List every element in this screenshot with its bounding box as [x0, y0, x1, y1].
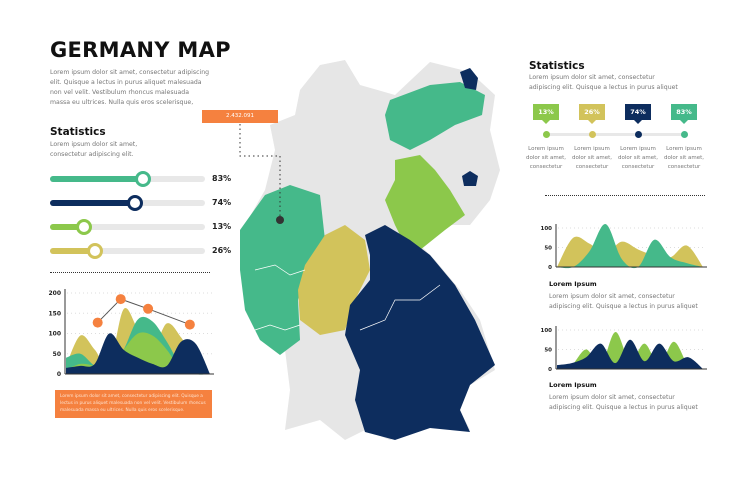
timeline-track	[543, 133, 688, 136]
slider-value: 74%	[212, 198, 232, 207]
chart1-heading: Lorem Ipsum	[549, 280, 597, 288]
y-tick-label: 0	[548, 367, 552, 373]
slider-fill	[50, 224, 84, 230]
y-tick-label: 100	[541, 226, 553, 232]
stat-badge: 13%	[533, 104, 559, 124]
slider-knob[interactable]	[75, 219, 92, 235]
stat-desc: Lorem ipsum dolor sit amet, consectetur	[617, 146, 659, 170]
left-stats-text: Lorem ipsum dolor sit amet, consectetur …	[50, 141, 138, 158]
slider-fill	[50, 200, 136, 206]
map-region-island[interactable]	[460, 68, 478, 90]
y-tick-label: 0	[57, 371, 61, 378]
timeline-dot	[589, 131, 596, 138]
chart2-text: Lorem ipsum dolor sit amet, consectetur …	[549, 394, 698, 411]
chart2-heading: Lorem Ipsum	[549, 381, 597, 389]
chart1-text: Lorem ipsum dolor sit amet, consectetur …	[549, 293, 698, 310]
left-stats-title: Statistics	[50, 126, 106, 138]
y-tick-label: 100	[48, 331, 61, 338]
population-callout: 2.432.091	[202, 110, 278, 123]
page-title: GERMANY MAP	[50, 38, 231, 62]
slider-value: 26%	[212, 246, 232, 255]
slider-value: 13%	[212, 222, 232, 231]
y-tick-label: 50	[544, 246, 552, 252]
map-region-saxony-anhalt[interactable]	[385, 155, 465, 250]
timeline-dot	[635, 131, 642, 138]
right-stats-text: Lorem ipsum dolor sit amet, consectetur …	[529, 74, 678, 91]
timeline-dot	[543, 131, 550, 138]
left-area-chart: 0 50 100 150 200	[48, 289, 214, 378]
intro-text: Lorem ipsum dolor sit amet, consectetur …	[50, 69, 210, 106]
right-stats-title: Statistics	[529, 60, 585, 72]
divider	[50, 272, 210, 273]
slider-track[interactable]	[50, 219, 205, 235]
right-area-chart-1: 0 50 100	[541, 224, 707, 271]
trend-line	[97, 298, 191, 326]
timeline-dot	[681, 131, 688, 138]
area-series	[557, 339, 703, 369]
y-tick-label: 50	[544, 348, 552, 354]
stat-desc: Lorem ipsum dolor sit amet, consectetur	[525, 146, 567, 170]
y-tick-label: 200	[48, 290, 61, 297]
trend-point[interactable]	[143, 303, 154, 314]
trend-point[interactable]	[92, 317, 103, 328]
stat-badge: 26%	[579, 104, 605, 124]
slider-value: 83%	[212, 174, 232, 183]
slider-knob[interactable]	[127, 195, 144, 211]
map-region-north-east[interactable]	[385, 82, 485, 150]
stat-badge: 74%	[625, 104, 651, 124]
map-region-south-east[interactable]	[345, 225, 495, 440]
location-marker[interactable]	[276, 216, 284, 224]
trend-point[interactable]	[184, 319, 195, 330]
slider-knob[interactable]	[134, 171, 151, 187]
stat-desc: Lorem ipsum dolor sit amet, consectetur	[663, 146, 705, 170]
area-series	[66, 333, 210, 374]
map-region-berlin[interactable]	[462, 171, 478, 186]
slider-track[interactable]	[50, 171, 205, 187]
slider-fill	[50, 176, 143, 182]
slider-track[interactable]	[50, 195, 205, 211]
stat-desc: Lorem ipsum dolor sit amet, consectetur	[571, 146, 613, 170]
slider-track[interactable]	[50, 243, 205, 259]
y-tick-label: 0	[548, 265, 552, 271]
y-tick-label: 100	[541, 328, 553, 334]
y-tick-label: 50	[53, 351, 61, 358]
stat-badge: 83%	[671, 104, 697, 124]
right-area-chart-2: 0 50 100	[541, 326, 707, 373]
area-series	[557, 224, 703, 269]
slider-fill	[50, 248, 95, 254]
y-tick-label: 150	[48, 310, 61, 317]
trend-point[interactable]	[115, 294, 126, 305]
divider	[545, 195, 705, 196]
slider-knob[interactable]	[86, 243, 103, 259]
orange-note: Lorem ipsum dolor sit amet, consectetur …	[55, 390, 212, 418]
